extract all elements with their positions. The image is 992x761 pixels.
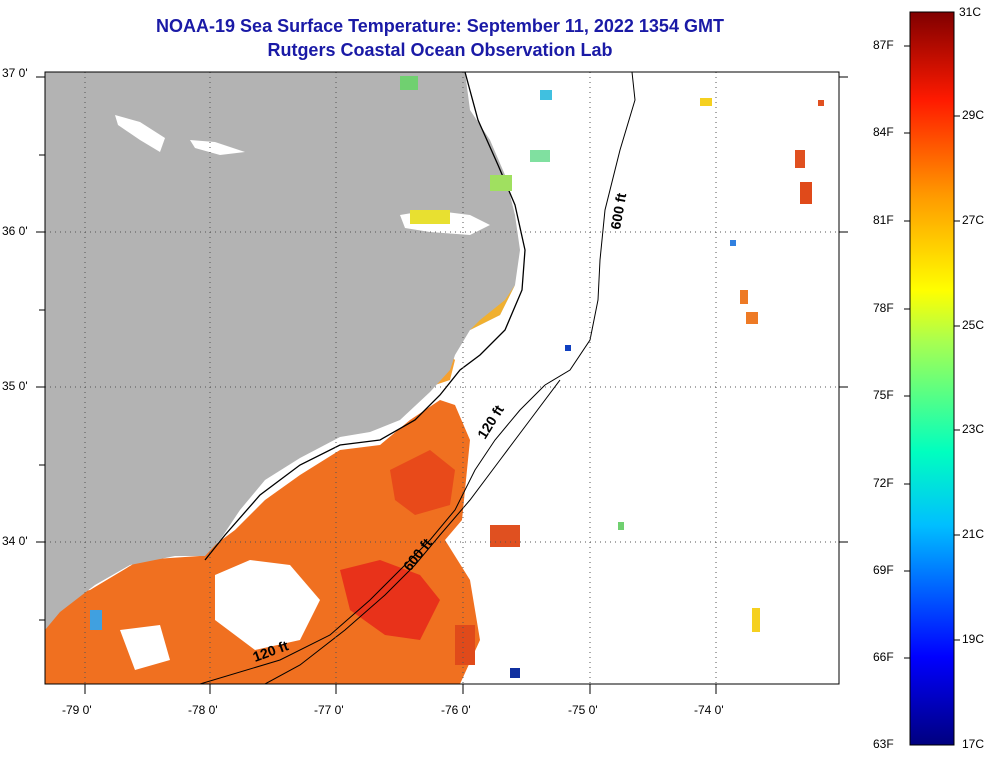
lat-label: 36 0' — [2, 224, 28, 238]
lon-label: -79 0' — [62, 703, 92, 717]
lat-label: 35 0' — [2, 379, 28, 393]
sst-pixel — [410, 210, 450, 224]
sst-hot-patch-2 — [390, 450, 455, 515]
sst-pixel — [795, 150, 805, 168]
colorbar-c-label: 19C — [962, 632, 985, 646]
pamlico-sound — [470, 285, 515, 330]
colorbar-f-label: 78F — [873, 301, 894, 315]
contour-label-600-north: 600 ft — [607, 191, 629, 230]
sst-pixel — [510, 668, 520, 678]
inland-lake-2 — [190, 140, 245, 155]
map-frame — [44, 71, 840, 685]
sst-pixel — [90, 610, 102, 630]
sst-pixel — [800, 182, 812, 204]
sst-pixel — [752, 608, 760, 632]
axis-ticks — [36, 76, 848, 694]
colorbar-c-label: 29C — [962, 108, 985, 122]
contour-600ft-south — [264, 379, 561, 684]
lon-label: -77 0' — [314, 703, 344, 717]
sst-pixel — [455, 625, 475, 665]
sst-pixel — [818, 100, 824, 106]
cloud-gap-2 — [120, 625, 170, 670]
colorbar-c-label: 17C — [962, 737, 985, 751]
lat-label: 37 0' — [2, 66, 28, 80]
sst-pixel — [490, 175, 512, 191]
colorbar-f-label: 69F — [873, 563, 894, 577]
map-title: NOAA-19 Sea Surface Temperature: Septemb… — [156, 16, 724, 36]
sst-pixel — [700, 98, 712, 106]
colorbar-f-label: 75F — [873, 388, 894, 402]
colorbar-f-label: 81F — [873, 213, 894, 227]
colorbar-f-label: 72F — [873, 476, 894, 490]
colorbar-f-label: 87F — [873, 38, 894, 52]
colorbar-c-label: 27C — [962, 213, 985, 227]
colorbar-c-label: 23C — [962, 422, 985, 436]
barrier-islands — [204, 72, 526, 561]
lon-label: -74 0' — [694, 703, 724, 717]
sst-pixel — [565, 345, 571, 351]
sst-pixel — [730, 240, 736, 246]
colorbar — [909, 11, 955, 746]
map-subtitle: Rutgers Coastal Ocean Observation Lab — [267, 40, 613, 60]
lat-label: 34 0' — [2, 534, 28, 548]
cloud-gap — [215, 560, 320, 650]
sst-pixel — [400, 76, 418, 90]
inland-lake — [115, 115, 165, 152]
colorbar-c-label: 31C — [959, 5, 982, 19]
land-mass — [45, 72, 520, 630]
colorbar-f-label: 63F — [873, 737, 894, 751]
colorbar-ticks — [904, 45, 960, 659]
colorbar-c-label: 25C — [962, 318, 985, 332]
colorbar-c-label: 21C — [962, 527, 985, 541]
sst-pixel — [740, 290, 748, 304]
grid-lines — [45, 72, 839, 684]
sst-hot-patch — [340, 560, 440, 640]
sst-pixel — [746, 312, 758, 324]
sst-pixel — [540, 90, 552, 100]
sst-pixel — [618, 522, 624, 530]
lon-label: -76 0' — [441, 703, 471, 717]
sst-pixel — [490, 525, 520, 547]
sst-pixel — [530, 150, 550, 162]
colorbar-f-label: 84F — [873, 125, 894, 139]
lon-label: -75 0' — [568, 703, 598, 717]
contour-600ft-north — [544, 72, 636, 386]
lon-label: -78 0' — [188, 703, 218, 717]
contour-120ft — [199, 384, 546, 684]
colorbar-f-label: 66F — [873, 650, 894, 664]
